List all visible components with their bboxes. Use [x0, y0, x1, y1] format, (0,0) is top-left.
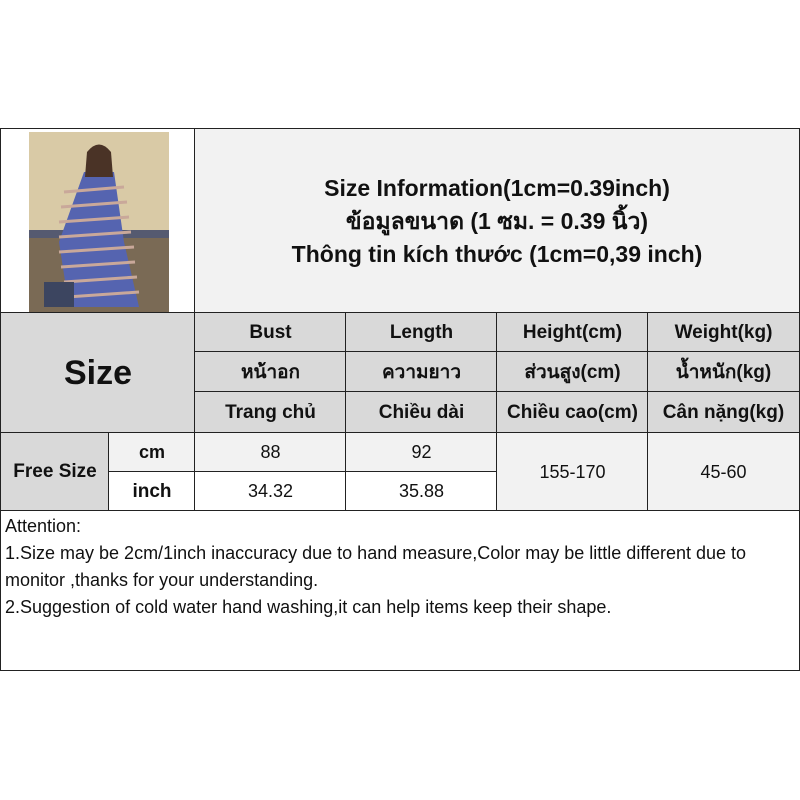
header-bust-vi: Trang chủ — [194, 391, 347, 434]
title-thai: ข้อมูลขนาด (1 ซม. = 0.39 นิ้ว) — [345, 207, 649, 234]
header-weight-th: น้ำหนัก(kg) — [647, 351, 800, 393]
attention-notes: Attention: 1.Size may be 2cm/1inch inacc… — [0, 510, 800, 671]
header-length-en: Length — [345, 312, 498, 353]
header-height-th: ส่วนสูง(cm) — [496, 351, 649, 393]
size-header: Size — [0, 312, 196, 434]
size-info-title: Size Information(1cm=0.39inch) ข้อมูลขนา… — [194, 128, 800, 314]
bust-cm-value: 88 — [194, 432, 347, 473]
length-inch-value: 35.88 — [345, 471, 498, 512]
product-photo — [29, 132, 169, 312]
header-weight-vi: Cân nặng(kg) — [647, 391, 800, 434]
header-length-th: ความยาว — [345, 351, 498, 393]
header-length-vi: Chiều dài — [345, 391, 498, 434]
unit-inch-label: inch — [108, 471, 196, 512]
attention-heading: Attention: — [5, 516, 82, 536]
attention-note-2: 2.Suggestion of cold water hand washing,… — [5, 597, 612, 617]
model-striped-dress-image — [29, 132, 169, 312]
header-bust-th: หน้าอก — [194, 351, 347, 393]
unit-cm-label: cm — [108, 432, 196, 473]
bust-inch-value: 34.32 — [194, 471, 347, 512]
header-height-en: Height(cm) — [496, 312, 649, 353]
header-bust-en: Bust — [194, 312, 347, 353]
attention-note-1: 1.Size may be 2cm/1inch inaccuracy due t… — [5, 543, 747, 590]
title-english: Size Information(1cm=0.39inch) — [324, 174, 670, 201]
free-size-label: Free Size — [0, 432, 110, 512]
length-cm-value: 92 — [345, 432, 498, 473]
header-height-vi: Chiều cao(cm) — [496, 391, 649, 434]
title-vietnamese: Thông tin kích thước (1cm=0,39 inch) — [291, 240, 703, 267]
weight-value: 45-60 — [647, 432, 800, 512]
height-value: 155-170 — [496, 432, 649, 512]
header-weight-en: Weight(kg) — [647, 312, 800, 353]
